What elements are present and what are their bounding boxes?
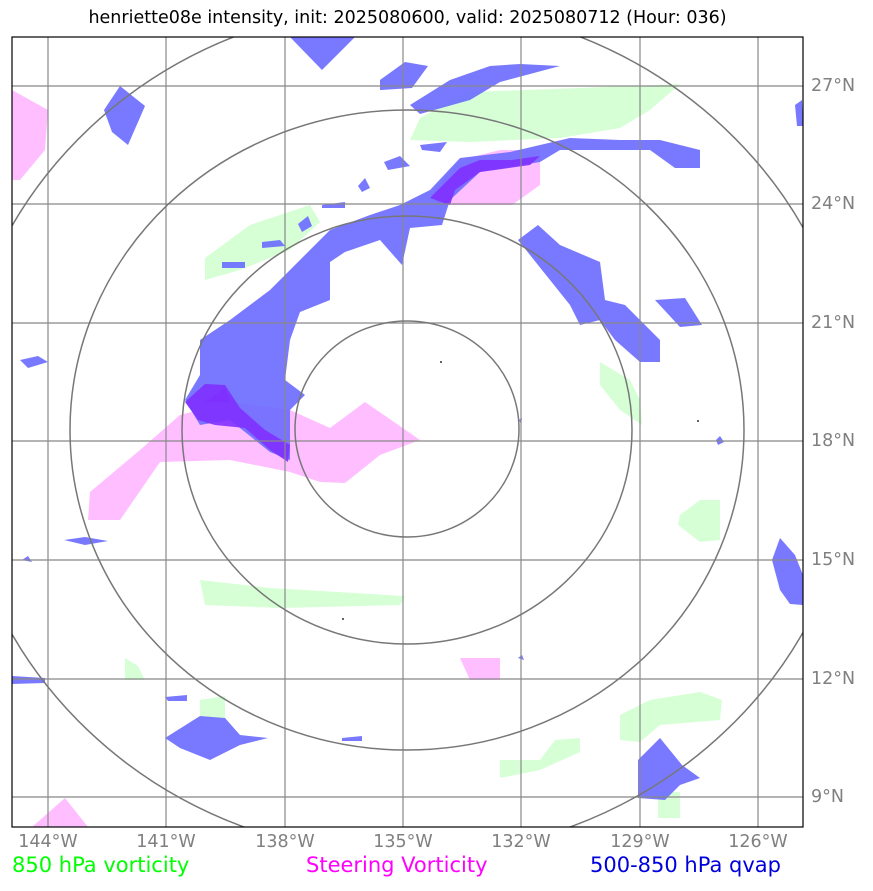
qvap-area [380, 62, 428, 90]
legend-850-vorticity: 850 hPa vorticity [12, 853, 190, 877]
qvap-area [165, 695, 187, 701]
overlap-area [430, 156, 540, 205]
qvap-area [64, 537, 108, 545]
vorticity-850-area [678, 500, 720, 542]
qvap-area [165, 716, 268, 760]
latitude-label: 15°N [811, 550, 856, 570]
qvap-area [185, 138, 700, 460]
qvap-area [342, 736, 362, 741]
overlap-area [205, 388, 230, 402]
qvap-area [518, 225, 660, 362]
qvap-area [222, 262, 245, 268]
qvap-area [358, 178, 370, 192]
qvap-area [298, 216, 312, 232]
point-marker [342, 618, 344, 620]
vorticity-850-area [620, 692, 722, 742]
latitude-label: 18°N [811, 431, 856, 451]
qvap-area [290, 37, 355, 70]
range-ring [69, 109, 745, 751]
vorticity-850-layer [125, 84, 722, 818]
qvap-layer [12, 37, 803, 800]
qvap-area [772, 538, 803, 605]
vorticity-850-area [500, 738, 580, 778]
storm-center-marker [440, 361, 442, 363]
longitude-label: 138°W [255, 832, 315, 852]
graticule [12, 37, 803, 827]
longitude-label: 144°W [18, 832, 78, 852]
longitude-label: 141°W [136, 832, 196, 852]
qvap-area [655, 298, 702, 327]
qvap-area [410, 64, 560, 114]
qvap-area [20, 356, 48, 368]
steering-area [460, 658, 500, 680]
latitude-label: 27°N [811, 76, 856, 96]
qvap-area [638, 738, 700, 800]
qvap-area [104, 86, 145, 145]
longitude-label: 126°W [728, 832, 788, 852]
vorticity-850-area [410, 84, 680, 142]
latitude-label: 21°N [811, 313, 856, 333]
qvap-area [12, 676, 45, 684]
legend-qvap: 500-850 hPa qvap [590, 853, 781, 877]
range-ring [294, 320, 520, 538]
map-title: henriette08e intensity, init: 2025080600… [88, 8, 727, 28]
steering-area [88, 402, 420, 520]
longitude-label: 132°W [491, 832, 551, 852]
qvap-area [420, 142, 447, 152]
steering-area [32, 798, 88, 827]
qvap-area [262, 240, 285, 248]
steering-area [12, 90, 48, 180]
point-marker [697, 420, 699, 422]
range-ring [181, 215, 633, 645]
longitude-label: 135°W [373, 832, 433, 852]
vorticity-850-area [125, 658, 145, 680]
legend-steering-vorticity: Steering Vorticity [306, 853, 488, 877]
latitude-label: 24°N [811, 194, 856, 214]
vorticity-850-area [200, 696, 225, 718]
overlap-area [185, 384, 290, 462]
latitude-label: 9°N [811, 787, 844, 807]
range-rings [12, 37, 803, 827]
longitude-label: 129°W [610, 832, 670, 852]
overlap-layer [185, 156, 540, 462]
map-frame [11, 36, 804, 828]
vorticity-850-area [200, 580, 405, 608]
latitude-label: 12°N [811, 669, 856, 689]
qvap-area [795, 100, 803, 126]
